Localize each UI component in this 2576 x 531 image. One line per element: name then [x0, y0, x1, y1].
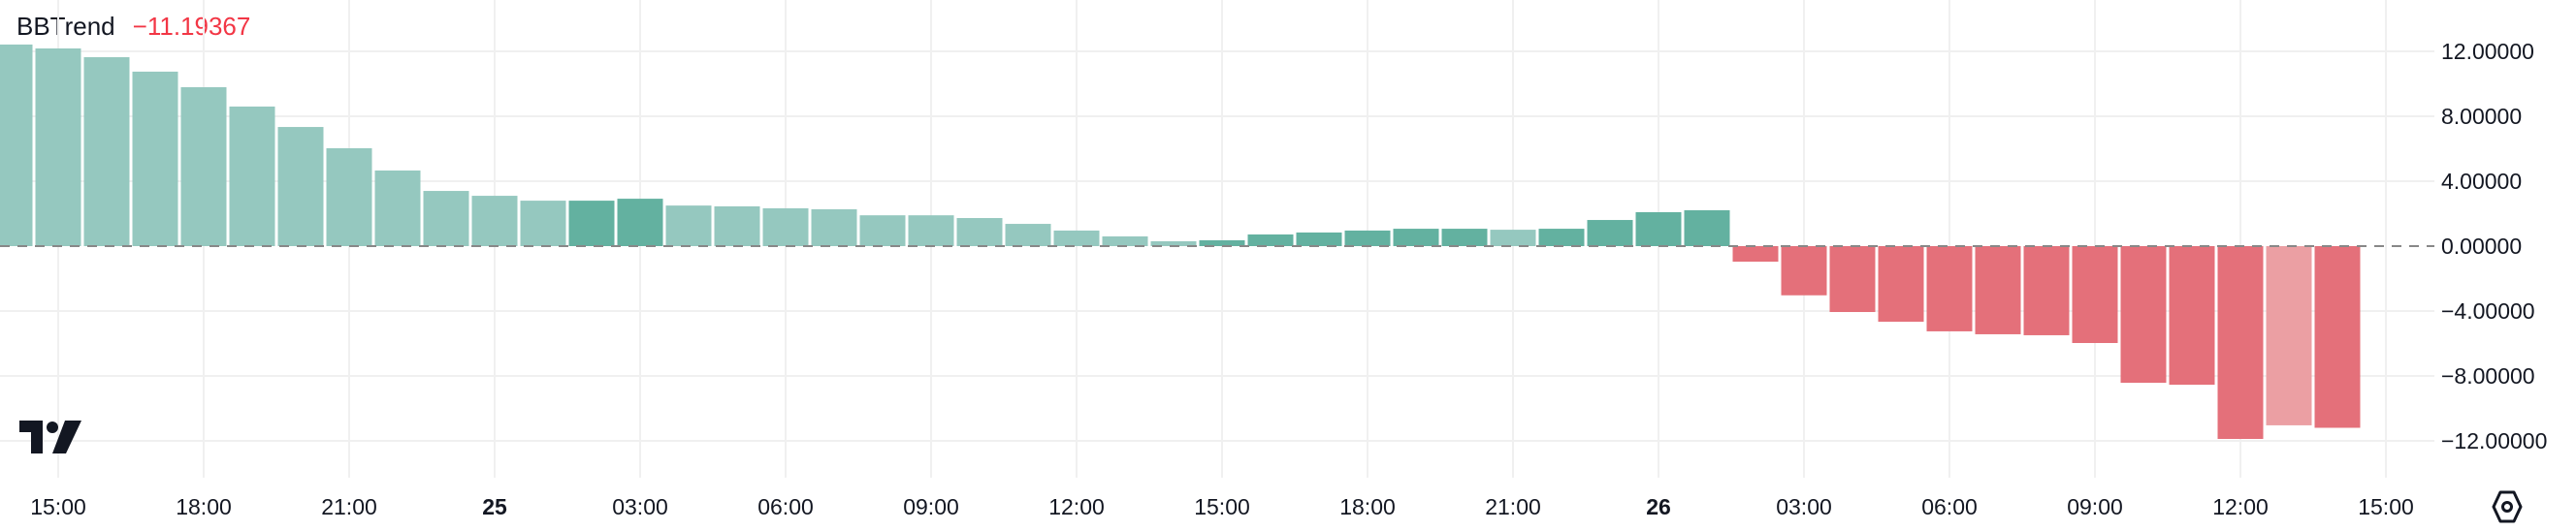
histogram-bar: [2314, 246, 2361, 428]
histogram-bar: [1587, 220, 1633, 246]
x-tick-label: 18:00: [1339, 494, 1396, 519]
histogram-bars: [0, 44, 2361, 439]
x-tick-label: 21:00: [1485, 494, 1541, 519]
time-axis: 15:00 18:00 21:00 25 03:00 06:00 09:00 12:00 15:…: [30, 494, 2414, 519]
x-tick-label: 15:00: [2358, 494, 2414, 519]
histogram-bar: [1199, 239, 1245, 246]
histogram-bar: [520, 201, 566, 246]
y-tick-label: 12.00000: [2441, 39, 2534, 64]
histogram-bar: [1247, 234, 1294, 246]
histogram-bar: [180, 87, 227, 246]
x-tick-label: 09:00: [903, 494, 959, 519]
y-tick-label: 0.00000: [2441, 234, 2522, 259]
histogram-bar: [1102, 235, 1148, 246]
x-tick-label: 25: [482, 494, 507, 519]
histogram-bar: [811, 208, 857, 246]
histogram-bar: [2023, 246, 2070, 335]
histogram-bar: [1296, 232, 1342, 246]
histogram-bar: [2169, 246, 2215, 386]
x-tick-label: 18:00: [176, 494, 232, 519]
histogram-bar: [617, 199, 663, 246]
histogram-bar: [568, 201, 615, 246]
x-tick-label: 15:00: [1194, 494, 1250, 519]
x-tick-label: 26: [1646, 494, 1671, 519]
histogram-bar: [83, 57, 130, 246]
histogram-bar: [1393, 229, 1439, 246]
histogram-bar: [374, 170, 421, 246]
histogram-bar: [1781, 246, 1827, 296]
histogram-bar: [1732, 246, 1779, 263]
histogram-bar: [1829, 246, 1876, 313]
histogram-bar: [0, 44, 33, 247]
y-tick-label: 8.00000: [2441, 104, 2522, 129]
tradingview-logo[interactable]: [19, 421, 81, 453]
histogram-bar: [1053, 230, 1100, 246]
histogram-bar: [1975, 246, 2021, 334]
y-tick-label: 4.00000: [2441, 169, 2522, 194]
histogram-bar: [1635, 211, 1682, 246]
x-tick-label: 12:00: [1048, 494, 1105, 519]
histogram-bar: [908, 215, 954, 246]
x-tick-label: 12:00: [2212, 494, 2269, 519]
x-tick-label: 09:00: [2067, 494, 2123, 519]
histogram-bar: [1538, 229, 1585, 246]
histogram-bar: [2072, 246, 2118, 343]
histogram-bar: [277, 127, 324, 246]
histogram-bar: [1441, 229, 1488, 246]
indicator-value: −11.19367: [132, 12, 251, 41]
histogram-bar: [1005, 224, 1051, 246]
histogram-bar: [2266, 246, 2312, 425]
y-tick-label: −12.00000: [2441, 428, 2547, 453]
x-tick-label: 03:00: [1776, 494, 1832, 519]
x-tick-label: 03:00: [612, 494, 668, 519]
histogram-bar: [326, 147, 372, 246]
y-tick-label: −4.00000: [2441, 298, 2535, 324]
histogram-bar: [1684, 209, 1730, 246]
histogram-bar: [1490, 230, 1536, 246]
histogram-bar: [956, 218, 1003, 246]
histogram-bar: [423, 191, 469, 246]
histogram-bar: [1878, 246, 1924, 323]
histogram-bar: [2120, 246, 2167, 384]
histogram-bar: [35, 47, 81, 246]
histogram-bar: [2217, 246, 2264, 439]
settings-hexagon-icon[interactable]: [2491, 489, 2524, 524]
histogram-bar: [471, 196, 518, 246]
price-axis: 12.00000 8.00000 4.00000 0.00000 −4.00000 −8.…: [2441, 39, 2547, 453]
histogram-bar: [1344, 230, 1391, 246]
histogram-bar: [714, 205, 760, 246]
histogram-bar: [762, 207, 809, 246]
x-tick-label: 15:00: [30, 494, 86, 519]
y-tick-label: −8.00000: [2441, 363, 2535, 389]
indicator-name: BBTrend: [16, 12, 115, 41]
histogram-bar: [859, 215, 906, 246]
histogram-bar: [1150, 240, 1197, 246]
histogram-bar: [132, 71, 178, 246]
indicator-legend[interactable]: BBTrend −11.19367: [16, 12, 250, 42]
histogram-bar: [1926, 246, 1973, 331]
histogram-bar: [665, 205, 712, 246]
x-tick-label: 06:00: [1921, 494, 1978, 519]
x-tick-label: 06:00: [757, 494, 814, 519]
histogram-bar: [229, 106, 275, 246]
x-tick-label: 21:00: [321, 494, 377, 519]
